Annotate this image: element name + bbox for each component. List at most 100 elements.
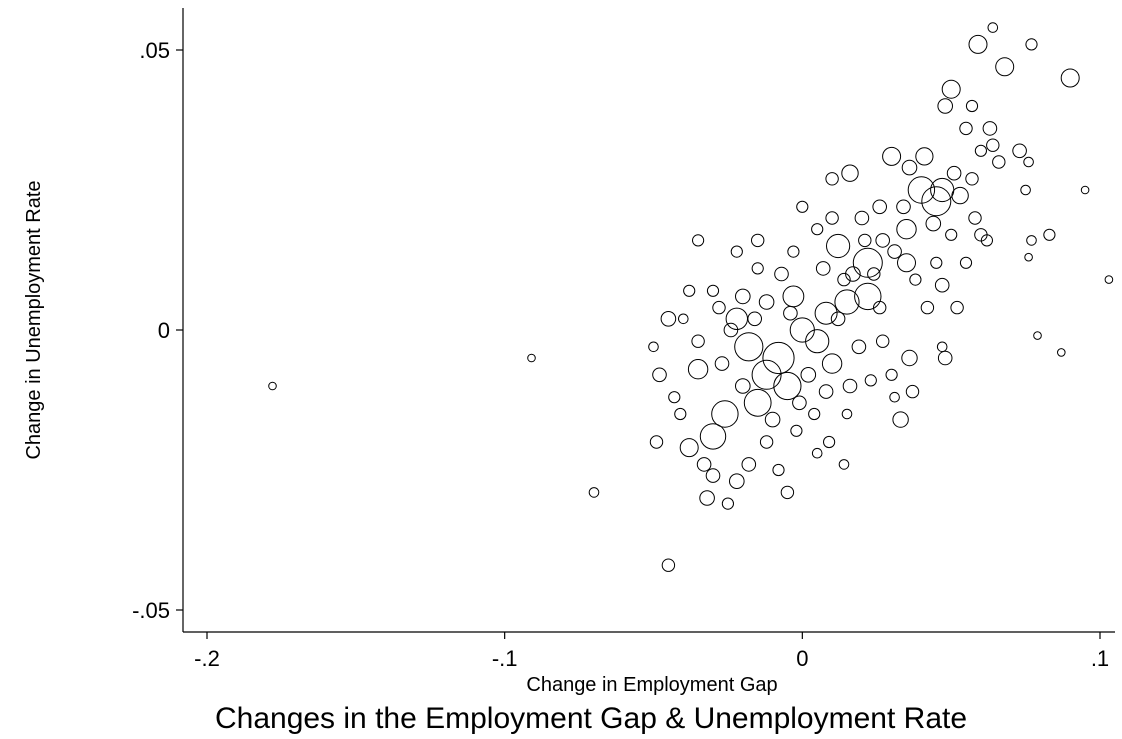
scatter-point (527, 353, 536, 363)
scatter-point (851, 339, 867, 355)
scatter-point (787, 245, 800, 258)
scatter-point (936, 341, 948, 353)
x-tick-label: .1 (1091, 646, 1109, 671)
scatter-point (683, 284, 696, 297)
scatter-point (896, 199, 911, 215)
scatter-point (730, 245, 743, 258)
scatter-point (980, 234, 994, 247)
y-tick-label: 0 (158, 318, 170, 343)
scatter-point (897, 253, 916, 273)
scatter-point (679, 438, 699, 458)
y-tick-label: .05 (139, 38, 170, 63)
scatter-point (825, 211, 839, 225)
scatter-point (808, 407, 821, 421)
scatter-point (876, 334, 890, 348)
scatter-point (782, 285, 805, 308)
scatter-point (1024, 252, 1033, 262)
scatter-point (792, 395, 807, 411)
scatter-point (907, 176, 936, 204)
scatter-point (751, 233, 765, 248)
scatter-point (995, 57, 1015, 77)
scatter-point (699, 490, 715, 506)
scatter-point (764, 411, 781, 428)
scatter-point (735, 288, 751, 305)
markers-layer (268, 22, 1114, 572)
scatter-point (950, 300, 964, 315)
scatter-point (937, 350, 953, 366)
scatter-point (1026, 235, 1037, 246)
scatter-point (652, 367, 667, 383)
scatter-point (959, 121, 973, 136)
scatter-point (774, 266, 789, 282)
scatter-point (674, 407, 687, 421)
scatter-point (759, 435, 774, 449)
scatter-point (945, 228, 958, 241)
y-axis-ticks: -.05 0 .05 (132, 38, 183, 623)
scatter-point (858, 233, 872, 248)
scatter-point (1043, 228, 1056, 241)
scatter-point (1023, 156, 1034, 168)
scatter-point (986, 138, 1000, 152)
scatter-point (982, 121, 998, 136)
scatter-point (951, 186, 969, 205)
scatter-point (1012, 143, 1027, 159)
scatter-point (735, 378, 751, 394)
scatter-point (1025, 38, 1038, 51)
scatter-point (751, 359, 782, 390)
scatter-point (920, 300, 935, 315)
scatter-point (741, 457, 757, 472)
scatter-point (992, 155, 1006, 169)
scatter-point (825, 172, 839, 186)
scatter-point (974, 144, 988, 157)
scatter-point (854, 282, 882, 311)
scatter-point (872, 199, 888, 215)
x-axis-ticks: -.2 -.1 0 .1 (194, 632, 1109, 671)
scatter-point (968, 34, 988, 54)
scatter-point (751, 262, 764, 275)
chart-title: Changes in the Employment Gap & Unemploy… (215, 702, 967, 735)
scatter-point (830, 311, 846, 327)
scatter-point (965, 99, 979, 113)
scatter-point (1080, 185, 1090, 195)
scatter-point (937, 98, 954, 114)
scatter-point (873, 300, 887, 315)
scatter-point (921, 186, 952, 217)
scatter-point (696, 457, 712, 472)
scatter-point (588, 487, 600, 498)
scatter-point (758, 294, 775, 310)
scatter-point (706, 284, 720, 297)
scatter-point (649, 435, 664, 449)
scatter-point (814, 301, 838, 325)
scatter-point (867, 267, 881, 281)
scatter-point (838, 459, 850, 470)
scatter-point (783, 305, 798, 321)
scatter-point (660, 311, 677, 327)
scatter-point (648, 341, 659, 353)
scatter-point (915, 147, 934, 166)
scatter-point (896, 219, 917, 240)
scatter-point (826, 233, 851, 259)
x-tick-label: 0 (796, 646, 808, 671)
scatter-point (815, 261, 831, 276)
scatter-point (773, 371, 802, 401)
scatter-point (811, 223, 824, 236)
scatter-point (796, 200, 809, 213)
scatter-point (901, 159, 918, 176)
scatter-point (772, 463, 785, 477)
scatter-point (959, 256, 973, 269)
scatter-point (834, 289, 860, 315)
scatter-point (887, 244, 902, 259)
scatter-point (965, 172, 979, 186)
y-axis-title: Change in Unemployment Rate (23, 180, 45, 459)
scatter-point (687, 359, 709, 380)
scatter-point (789, 317, 815, 343)
scatter-point (268, 381, 277, 391)
y-tick-label: -.05 (132, 598, 170, 623)
scatter-point (712, 300, 726, 315)
scatter-point (885, 368, 898, 381)
scatter-point (837, 272, 851, 287)
scatter-point (743, 388, 772, 417)
scatter-point (842, 378, 858, 394)
scatter-point (729, 473, 745, 490)
scatter-point (678, 313, 689, 325)
